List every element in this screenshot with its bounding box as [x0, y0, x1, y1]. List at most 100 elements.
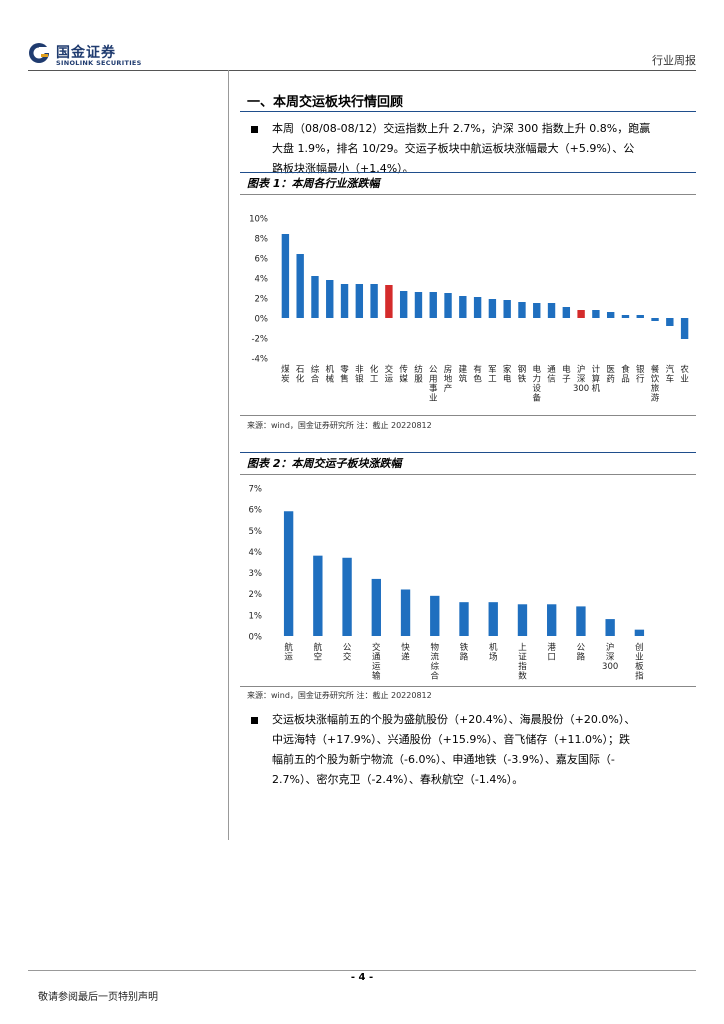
chart-bar	[576, 606, 586, 636]
chart-bar	[326, 280, 334, 318]
logo-text: 国金证券	[56, 45, 116, 61]
y-tick-label: 6%	[249, 506, 263, 516]
chart-bar	[400, 589, 411, 636]
y-tick-label: 0%	[249, 633, 263, 643]
x-category-label: 电子	[562, 364, 571, 385]
section-title: 一、本周交运板块行情回顾	[247, 95, 404, 110]
x-category-label: 汽车	[666, 364, 675, 385]
x-category-label: 煤炭	[281, 364, 290, 385]
x-category-label: 农业	[680, 364, 689, 385]
chart-bar	[503, 300, 511, 318]
disclaimer-link[interactable]: 敬请参阅最后一页特别声明	[38, 992, 158, 1003]
chart-bar	[634, 629, 645, 636]
y-tick-label: 6%	[255, 255, 269, 265]
chart-bar	[651, 318, 659, 321]
y-tick-label: -4%	[251, 355, 268, 365]
chart-bar	[488, 602, 498, 636]
summary-line: 路板块涨幅最小（+1.4%）。	[272, 162, 414, 175]
chart-bar	[430, 595, 440, 636]
chart-bar	[562, 307, 571, 318]
stocks-paragraph: 交运板块涨幅前五的个股为盛航股份（+20.4%）、海晨股份（+20.0%）、 中…	[272, 710, 690, 790]
summary-paragraph: 本周（08/08-08/12）交运指数上升 2.7%，沪深 300 指数上升 0…	[272, 119, 690, 179]
footer-divider	[28, 970, 696, 971]
chart-bar	[547, 303, 556, 318]
bullet-marker	[251, 126, 258, 133]
y-tick-label: 4%	[255, 275, 269, 285]
chart-bar	[606, 312, 615, 318]
x-category-label: 公路	[577, 643, 586, 663]
x-category-label: 化工	[370, 364, 379, 385]
chart-bar	[342, 557, 352, 636]
x-category-label: 有色	[473, 364, 482, 385]
logo-subtext: SINOLINK SECURITIES	[56, 59, 142, 67]
x-category-label: 计算机	[592, 364, 601, 394]
bullet-marker	[251, 717, 258, 724]
x-category-label: 物流综合	[431, 642, 440, 682]
y-tick-label: 3%	[249, 569, 263, 579]
industry-returns-chart: 10% 8% 6% 4% 2% 0% -2% -4% 煤炭石化综合机械零售非银化工交运传媒纺服公…	[249, 215, 689, 404]
chart-bar	[577, 310, 585, 318]
figure-bottom-rule	[240, 686, 696, 687]
x-category-label: 石化	[296, 365, 305, 385]
x-category-label: 创业板指	[635, 642, 644, 682]
figure2-source: 来源：wind，国金证券研究所 注：截止 20220812	[247, 691, 432, 700]
figure2-title: 图表 2：本周交运子板块涨跌幅	[247, 457, 402, 470]
x-category-label: 医药	[606, 365, 615, 385]
chart-bar	[281, 234, 290, 318]
chart-bar	[666, 318, 674, 326]
x-category-label: 沪深 300	[602, 642, 618, 672]
y-tick-label: 10%	[249, 215, 268, 225]
header-divider	[28, 70, 696, 71]
figure-top-rule	[240, 452, 696, 453]
y-tick-label: 7%	[249, 485, 263, 495]
x-category-label: 军工	[488, 365, 497, 385]
chart-bar	[371, 578, 381, 636]
x-category-label: 传媒	[399, 364, 408, 385]
chart-bar	[370, 284, 378, 318]
chart-bar	[621, 315, 630, 318]
y-tick-label: 2%	[249, 590, 263, 600]
y-tick-label: 4%	[249, 548, 263, 558]
x-category-label: 建筑	[459, 364, 468, 385]
x-category-label: 机械	[325, 364, 334, 385]
chart-bar	[444, 293, 452, 318]
chart-bar	[592, 310, 600, 318]
x-category-label: 纺服	[414, 364, 423, 385]
chart-bar	[399, 291, 408, 318]
chart-bar	[414, 292, 423, 318]
chart-bar	[313, 555, 323, 636]
report-type-label: 行业周报	[652, 54, 696, 67]
stocks-line: 2.7%）、密尔克卫（-2.4%）、春秋航空（-1.4%）。	[272, 773, 524, 786]
figure-bottom-rule	[240, 415, 696, 416]
chart-bar	[283, 511, 294, 636]
figure-title-rule	[240, 474, 696, 475]
x-category-label: 航运	[284, 642, 293, 663]
x-category-label: 通信	[547, 364, 556, 385]
x-category-label: 餐饮旅游	[651, 365, 660, 404]
section-underline	[240, 111, 696, 112]
chart-bar	[296, 254, 304, 318]
figure-top-rule	[240, 172, 696, 173]
chart-bar	[429, 292, 437, 318]
sidebar-divider	[228, 70, 229, 840]
y-tick-label: -2%	[251, 335, 268, 345]
chart-bar	[518, 302, 526, 318]
x-category-label: 航空	[314, 642, 323, 663]
x-category-label: 港口	[547, 642, 556, 663]
y-tick-label: 1%	[249, 611, 263, 621]
figure1-source: 来源：wind，国金证券研究所 注：截止 20220812	[247, 421, 432, 430]
chart-bar	[533, 303, 541, 318]
x-category-label: 非银	[355, 364, 364, 385]
x-category-label: 银行	[636, 364, 645, 385]
y-tick-label: 8%	[255, 235, 269, 245]
chart-bar	[636, 315, 644, 318]
stocks-line: 幅前五的个股为新宁物流（-6.0%）、申通地铁（-3.9%）、嘉友国际（-	[272, 753, 615, 766]
x-category-label: 交运	[385, 364, 394, 385]
x-category-label: 钢铁	[518, 364, 527, 385]
page-number: - 4 -	[350, 972, 374, 983]
chart-bar	[473, 297, 482, 318]
y-tick-label: 5%	[249, 527, 263, 537]
figure-title-rule	[240, 194, 696, 195]
x-category-label: 零售	[340, 365, 349, 385]
